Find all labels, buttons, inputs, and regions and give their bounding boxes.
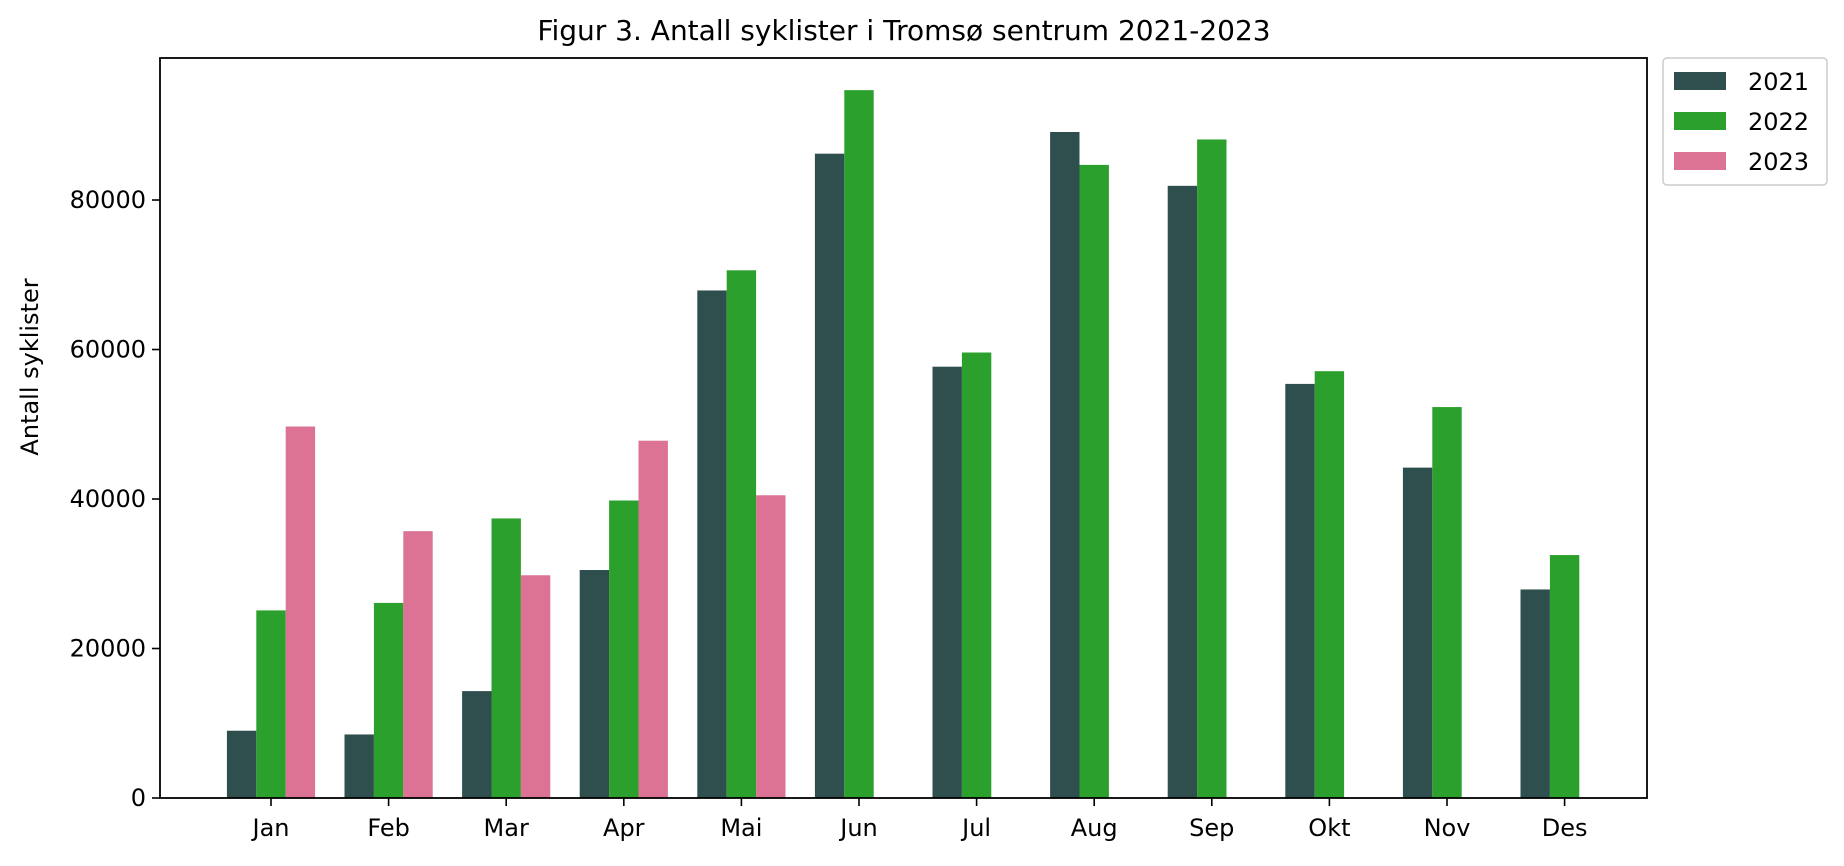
bar-2022-des [1549,555,1580,798]
bar-2023-jan [285,426,316,798]
x-tick-label: Jul [960,814,991,842]
x-tick-label: Sep [1189,814,1234,842]
bar-2022-jan [256,610,286,798]
legend: 2021 2022 2023 [1662,57,1828,186]
bar-2021-des [1520,589,1550,798]
x-tick-label: Nov [1424,814,1471,842]
bar-2023-apr [638,440,668,798]
bar-2023-mar [520,575,551,798]
bar-2021-mar [462,691,492,798]
legend-label-2021: 2021 [1748,68,1809,96]
x-tick-label: Apr [603,814,645,842]
bar-2021-aug [1050,132,1080,798]
bar-2021-jul [932,366,962,798]
y-tick-label: 40000 [70,485,146,513]
x-tick-label: Aug [1071,814,1118,842]
bar-2021-feb [344,734,374,798]
bar-2022-sep [1197,139,1227,799]
bar-2022-okt [1314,371,1345,798]
bar-2023-mai [756,495,786,798]
bar-2023-feb [403,531,433,798]
chart-title: Figur 3. Antall syklister i Tromsø sentr… [537,14,1270,47]
x-tick-label: Mai [720,814,762,842]
bar-2021-jun [814,153,845,799]
legend-label-2022: 2022 [1748,108,1809,136]
x-tick-label: Okt [1308,814,1350,842]
bar-2021-nov [1402,467,1433,798]
x-tick-label: Feb [367,814,410,842]
x-tick-label: Jan [251,814,290,842]
legend-label-2023: 2023 [1748,148,1809,176]
x-tick-label: Des [1542,814,1588,842]
bar-2021-apr [579,570,610,798]
bar-2022-apr [609,500,639,798]
x-tick-label: Jun [838,814,878,842]
y-axis-label: Antall syklister [16,278,44,455]
bar-2021-jan [226,730,257,798]
bar-2022-mar [491,518,521,798]
legend-swatch-2021 [1674,72,1726,90]
x-tick-label: Mar [484,814,529,842]
bar-2022-feb [373,602,404,798]
bar-2022-jul [961,352,992,798]
bar-2022-jun [844,90,874,798]
bar-2022-mai [726,270,757,798]
plot-frame [159,57,1648,799]
y-tick-label: 20000 [70,635,146,663]
legend-swatch-2022 [1674,112,1726,130]
y-tick-label: 60000 [70,336,146,364]
bar-2022-nov [1432,407,1462,798]
bar-2022-aug [1079,164,1109,798]
y-tick-label: 80000 [70,186,146,214]
bar-2021-okt [1285,383,1315,798]
bar-2021-mai [697,290,727,798]
y-tick-label: 0 [131,784,146,812]
legend-swatch-2023 [1674,152,1726,170]
plot-area: 0 20000 40000 60000 80000 Jan Feb Mar Apr Mai Jun J… [70,90,1588,842]
bar-2021-sep [1167,185,1198,798]
